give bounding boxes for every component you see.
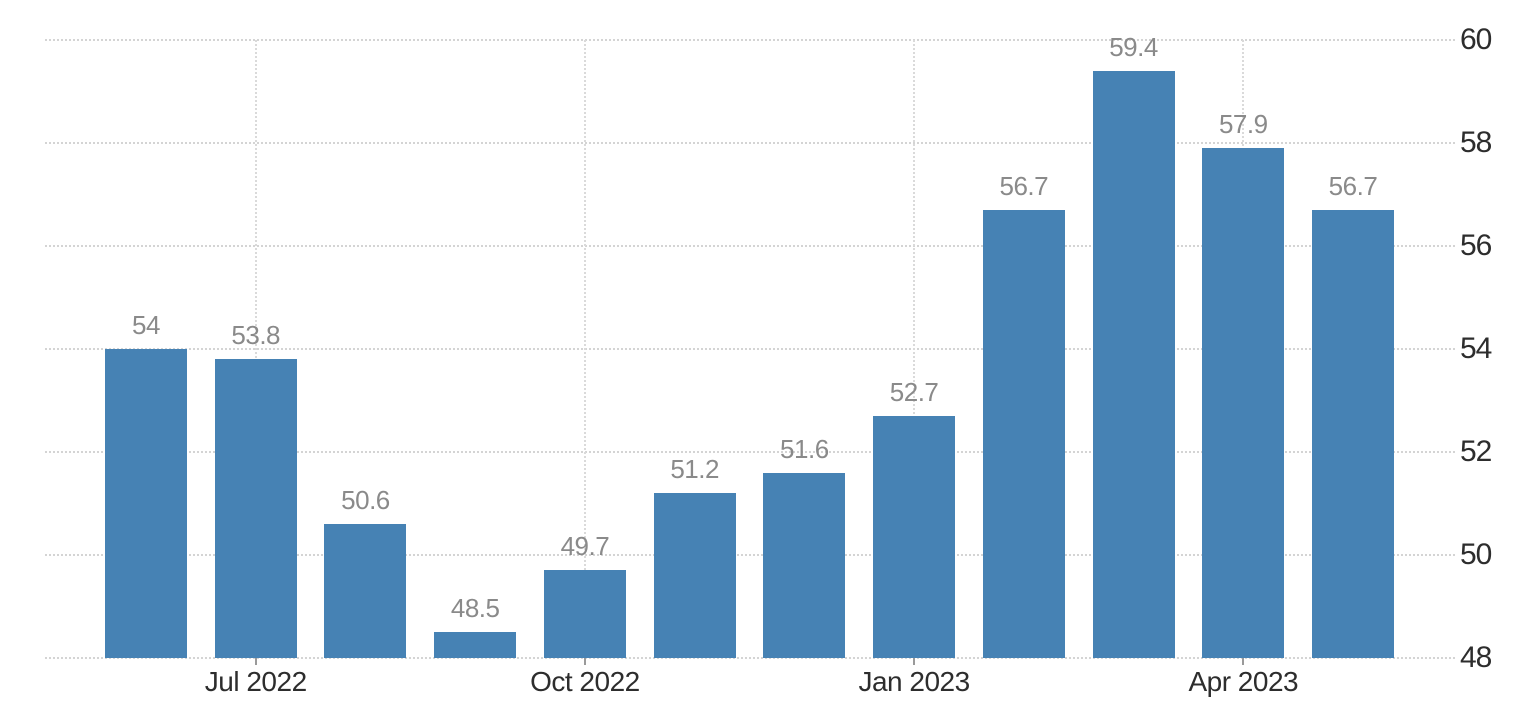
bar [434,632,517,658]
y-axis-tick-label: 56 [1460,229,1492,262]
bar [653,493,736,658]
bar [1092,70,1175,658]
bar [763,472,846,658]
bar [982,209,1065,658]
x-axis-tick-mark [254,658,257,665]
x-axis-tick-label: Jul 2022 [204,666,307,697]
h-gridline [45,39,1455,41]
v-gridline [254,40,257,658]
y-axis-tick-label: 60 [1460,23,1492,56]
h-gridline [45,657,1455,659]
h-gridline [45,554,1455,556]
bar [1202,148,1285,658]
bar-value-label: 57.9 [1218,109,1268,140]
bar-value-label: 51.6 [780,433,829,464]
bar-value-label: 56.7 [1328,170,1378,201]
bar-value-label: 56.7 [999,170,1049,201]
bar [873,415,956,658]
plot-area: 54 53.8 50.6 48.5 49.7 51.2 51.6 52.7 56.7 59.4 57… [45,33,1455,659]
bar-value-label: 59.4 [1109,31,1158,62]
bar-value-label: 49.7 [560,531,610,562]
y-axis-tick-label: 54 [1460,332,1492,365]
x-axis-tick-label: Jan 2023 [858,666,970,697]
x-axis-tick-label: Apr 2023 [1188,666,1299,697]
h-gridline [45,142,1455,144]
bar-value-label: 53.8 [231,320,281,351]
bar-value-label: 54 [132,310,160,340]
h-gridline [45,451,1455,453]
bar [105,349,187,658]
x-axis-tick-label: Oct 2022 [530,666,640,697]
x-axis-tick-mark [583,658,586,665]
v-gridline [913,40,916,658]
bar [324,524,407,658]
x-axis-tick-mark [1242,658,1245,665]
bar [214,359,297,658]
bar-value-label: 48.5 [450,593,500,624]
v-gridline [583,40,586,658]
y-axis-tick-label: 48 [1460,641,1492,674]
y-axis-tick-label: 52 [1460,435,1492,468]
y-axis-tick-label: 50 [1460,538,1492,571]
h-gridline [45,245,1455,247]
h-gridline [45,348,1455,350]
bar-value-label: 50.6 [341,485,390,516]
bar-value-label: 52.7 [889,376,939,407]
bar [543,570,626,658]
bar [1311,209,1394,658]
y-axis-tick-label: 58 [1460,126,1492,159]
x-axis-tick-mark [913,658,916,665]
bar-value-label: 51.2 [670,454,719,485]
